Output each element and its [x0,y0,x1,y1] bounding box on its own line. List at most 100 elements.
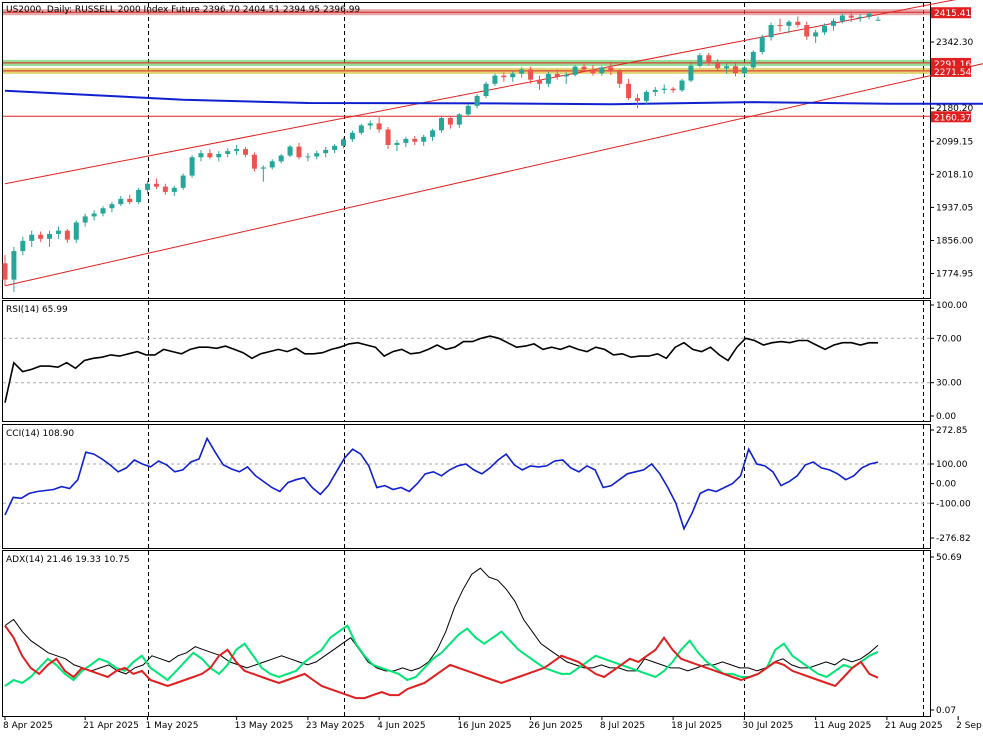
candle-body [82,216,88,223]
candle-body [314,153,320,157]
channel-line [4,63,983,287]
candle-body [447,118,453,125]
level-price-tag-label: 2271.54 [934,68,971,78]
y-tick-label: 1937.05 [936,203,973,213]
x-tick-label: 26 Jun 2025 [529,721,583,731]
candle-body [768,25,774,38]
y-tick-label: 2180.20 [936,104,973,114]
rsi-panel-frame [2,300,931,422]
level-price-tag-label: 2415.41 [934,9,971,19]
candle-body [11,251,17,280]
candle-body [670,88,676,91]
y-tick-label: 272.85 [936,426,968,436]
candle-body [430,130,436,137]
candle-body [822,25,828,33]
candle-body [180,175,186,188]
y-tick-label: 100.00 [936,460,968,470]
candle-body [848,15,854,18]
candle-body [590,69,596,74]
candle-body [786,21,792,26]
y-tick-label: 1856.00 [936,236,973,246]
candle-body [198,153,204,158]
candle-body [305,156,311,158]
x-tick-label: 21 Aug 2025 [885,721,943,731]
candle-body [857,16,863,18]
indicator-series-line [4,624,879,687]
candle-body [403,138,409,143]
y-tick-label: -276.82 [936,534,971,544]
candle-body [109,204,115,209]
adx-plot [4,567,879,700]
candle-body [38,234,44,239]
cci-plot [3,436,930,531]
candle-body [581,66,587,70]
axis-labels: 2342.30 2180.20 2099.15 2018.10 1937.05 1856.… [3,7,983,731]
candle-body [830,20,836,26]
candle-body [483,83,489,97]
candle-body [732,66,738,74]
level-price-tag-label: 2160.37 [934,113,971,123]
candle-body [572,66,578,75]
candle-body [323,149,329,154]
y-tick-label: 1774.95 [936,270,973,280]
candle-body [501,75,507,78]
candle-body [599,67,605,74]
candle-body [367,123,373,126]
date-gridlines [148,3,924,716]
y-tick-label: 2099.15 [936,137,973,147]
x-tick-label: 30 Jul 2025 [742,721,793,731]
candle-body [269,161,275,168]
candle-body [127,198,133,203]
candle-body [554,73,560,77]
candle-body [73,222,79,240]
candle-body [536,79,542,84]
candle-body [563,74,569,77]
candle-body [394,142,400,145]
candle-body [439,118,444,131]
candle-body [349,132,355,140]
candle-body [91,213,97,217]
candle-body [528,69,534,80]
x-tick-label: 18 Jul 2025 [671,721,722,731]
rsi-title: RSI(14) 65.99 [6,305,68,315]
candle-body [243,149,249,155]
candle-body [465,105,471,115]
candle-body [341,139,347,146]
y-tick-label: -100.00 [936,499,971,509]
adx-panel-frame [2,550,931,717]
candle-body [741,67,747,74]
y-tick-label: 2342.30 [936,38,973,48]
candle-body [216,153,222,158]
price-plot [2,0,983,292]
x-tick-label: 13 May 2025 [235,721,294,731]
candle-body [688,65,694,81]
candle-body [278,155,284,162]
candle-body [492,75,498,84]
candle-body [777,25,783,27]
candle-body [617,71,623,84]
candle-body [626,83,632,99]
candle-body [2,263,8,280]
candle-body [608,67,614,72]
level-price-tag [931,57,971,69]
rsi-plot [3,335,930,403]
y-tick-label: 100.00 [936,301,968,311]
level-price-tag-label: 2291.16 [934,60,971,70]
candle-body [697,55,703,66]
x-tick-label: 8 Apr 2025 [3,721,53,731]
candle-body [100,208,106,214]
candle-body [251,154,257,169]
x-tick-label: 23 May 2025 [306,721,365,731]
candle-body [813,32,819,37]
y-tick-label: 0.00 [936,412,956,422]
candle-body [118,198,124,205]
candle-body [55,230,61,234]
candle-body [47,233,53,239]
candle-body [456,114,462,125]
candle-body [225,151,231,154]
candle-body [207,153,213,158]
candle-body [20,240,26,252]
cci-panel-frame [2,424,931,549]
y-tick-label: 0.00 [936,480,956,490]
